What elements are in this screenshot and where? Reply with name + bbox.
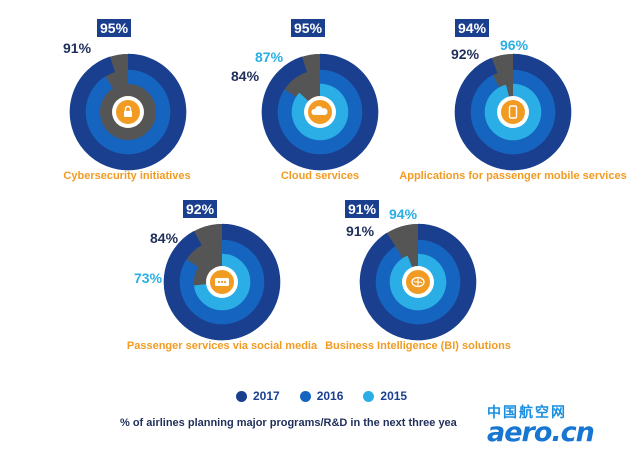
- chart-5-value-2016: 91%: [346, 223, 375, 239]
- donut-4-arc-2015: [193, 253, 251, 311]
- legend-swatch-2017: [236, 390, 247, 402]
- chart-1-value-2017: 95%: [97, 19, 132, 37]
- brain-icon-glyph: [411, 276, 425, 288]
- chart-4-value-2016: 84%: [150, 230, 179, 246]
- lock-icon-glyph: [124, 105, 132, 117]
- cloud-icon-glyph: [311, 106, 328, 115]
- watermark-cn: 中国航空网: [487, 405, 567, 421]
- donut-1-arc-2017: [69, 53, 187, 171]
- donut-1: [69, 53, 187, 171]
- chart-3-value-2016: 92%: [451, 46, 480, 62]
- donut-5-arc-2017: [359, 223, 477, 341]
- chart-4-value-2017: 92%: [183, 200, 218, 218]
- chart-3-value-2015: 96%: [500, 37, 529, 53]
- chart-5-value-2017: 91%: [345, 200, 380, 218]
- donut-3-arc-2017: [454, 53, 572, 171]
- donut-5: [359, 223, 477, 341]
- chart-1-label: Cybersecurity initiatives: [63, 170, 191, 182]
- donut-5-arc-2015: [389, 253, 447, 311]
- chart-2-value-2017: 95%: [291, 19, 326, 37]
- legend-swatch-2015: [363, 390, 375, 402]
- donut-5-arc-2016: [375, 239, 461, 325]
- donut-3: [454, 53, 572, 171]
- donut-2-arc-2015: [291, 83, 349, 141]
- legend-label-2015: 2015: [380, 389, 408, 403]
- chart-4-label: Passenger services via social media: [126, 340, 318, 352]
- chart-2-label: Cloud services: [280, 170, 360, 182]
- chart-5-value-2015: 94%: [389, 206, 418, 222]
- watermark-logo: aero.cn: [487, 417, 595, 448]
- chart-4-value-2015: 73%: [134, 270, 163, 286]
- phone-icon-glyph: [508, 105, 518, 119]
- donut-3-arc-2015: [484, 83, 542, 141]
- donut-3-arc-2016: [470, 69, 556, 155]
- phone-icon: [501, 100, 525, 124]
- legend-item-2015: 2015: [363, 389, 407, 403]
- legend-label-2017: 2017: [253, 389, 280, 403]
- chart-2-value-2016: 84%: [231, 68, 260, 84]
- donut-4-arc-2016: [179, 239, 265, 325]
- donut-2: [261, 53, 379, 171]
- chart-3-value-2017: 94%: [455, 19, 490, 37]
- donut-2-arc-2016: [277, 69, 363, 155]
- chart-5-label: Business Intelligence (BI) solutions: [325, 340, 511, 352]
- donut-4-arc-2017: [163, 223, 281, 341]
- legend-item-2017: 2017: [236, 389, 280, 403]
- donut-2-arc-2017: [261, 53, 379, 171]
- donut-4: [163, 223, 281, 341]
- chart-1-value-2016: 91%: [63, 40, 92, 56]
- legend-label-2016: 2016: [316, 389, 344, 403]
- legend-swatch-2016: [299, 390, 311, 402]
- donut-1-track-2015: [100, 84, 156, 140]
- chart-3-label: Applications for passenger mobile servic…: [399, 170, 627, 182]
- chart-caption: % of airlines planning major programs/R&…: [120, 417, 457, 429]
- donut-1-arc-2016: [85, 69, 171, 155]
- legend-item-2016: 2016: [299, 389, 344, 403]
- speech-bubble-icon-glyph: [215, 278, 229, 286]
- chart-2-value-2015: 87%: [255, 49, 284, 65]
- legend: 2017 2016 2015: [236, 389, 407, 403]
